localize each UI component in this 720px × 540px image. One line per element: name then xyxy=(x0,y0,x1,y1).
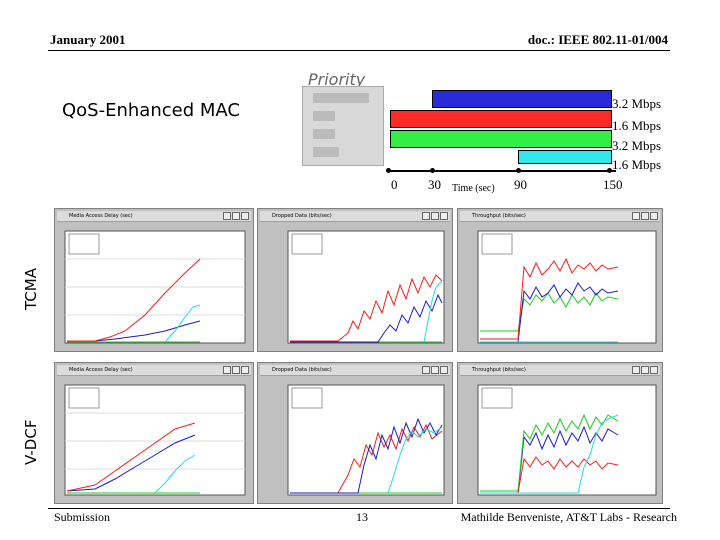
close-button[interactable] xyxy=(440,366,448,374)
close-button[interactable] xyxy=(241,366,249,374)
footer-author: Mathilde Benveniste, AT&T Labs - Researc… xyxy=(460,510,677,524)
tcma-throughput-window[interactable]: Throughput (bits/sec) xyxy=(457,208,663,352)
window-title: Media Access Delay (sec) xyxy=(69,367,133,373)
window-title: Throughput (bits/sec) xyxy=(472,367,526,373)
tcma-throughput-plot xyxy=(477,230,657,344)
maximize-button[interactable] xyxy=(431,366,439,374)
tick-label-0: 0 xyxy=(391,177,398,192)
window-title: Throughput (bits/sec) xyxy=(472,213,526,219)
plot-legend xyxy=(481,387,513,409)
maximize-button[interactable] xyxy=(232,212,240,220)
time-axis-label: Time (sec) xyxy=(452,183,495,194)
tcma-dropped-window[interactable]: Dropped Data (bits/sec) xyxy=(257,208,453,352)
close-button[interactable] xyxy=(440,212,448,220)
window-title: Dropped Data (bits/sec) xyxy=(272,213,332,219)
minimize-button[interactable] xyxy=(422,212,430,220)
priority-bar-3 xyxy=(390,130,612,148)
footer-page-number: 13 xyxy=(356,510,368,524)
rate-label-3: 3.2 Mbps xyxy=(612,138,662,153)
vdcf-dropped-plot xyxy=(287,384,445,496)
rate-label-2: 1.6 Mbps xyxy=(612,118,662,133)
priority-bar-2 xyxy=(390,110,612,128)
rate-label-4: 1.6 Mbps xyxy=(612,157,662,172)
minimize-button[interactable] xyxy=(632,212,640,220)
header-doc-id: doc.: IEEE 802.11-01/004 xyxy=(527,32,668,47)
maximize-button[interactable] xyxy=(641,212,649,220)
plot-legend xyxy=(68,233,100,255)
vdcf-delay-window[interactable]: Media Access Delay (sec) xyxy=(54,362,254,504)
header-rule xyxy=(48,50,670,51)
minimize-button[interactable] xyxy=(632,366,640,374)
footer-rule xyxy=(48,508,670,509)
footer-submission: Submission xyxy=(54,510,111,524)
vdcf-label: V-DCF xyxy=(22,419,40,465)
tick-dot xyxy=(430,168,435,173)
header-date: January 2001 xyxy=(50,32,126,47)
tcma-dropped-plot xyxy=(287,230,445,344)
minimize-button[interactable] xyxy=(223,366,231,374)
slide-title: QoS-Enhanced MAC xyxy=(62,100,240,121)
tick-dot xyxy=(386,168,391,173)
tcma-delay-window[interactable]: Media Access Delay (sec) xyxy=(54,208,254,352)
window-title: Media Access Delay (sec) xyxy=(69,213,133,219)
tick-label-30: 30 xyxy=(428,177,441,192)
maximize-button[interactable] xyxy=(431,212,439,220)
plot-legend xyxy=(291,233,323,255)
vdcf-dropped-window[interactable]: Dropped Data (bits/sec) xyxy=(257,362,453,504)
time-axis xyxy=(388,170,616,172)
priority-label: Priority xyxy=(308,70,366,89)
tick-label-90: 90 xyxy=(514,177,527,192)
tick-dot xyxy=(607,168,612,173)
maximize-button[interactable] xyxy=(641,366,649,374)
rate-label-1: 3.2 Mbps xyxy=(612,96,662,111)
priority-legend-image xyxy=(302,86,384,166)
vdcf-throughput-window[interactable]: Throughput (bits/sec) xyxy=(457,362,663,504)
tcma-label: TCMA xyxy=(22,268,40,310)
priority-bar-1 xyxy=(432,90,612,108)
close-button[interactable] xyxy=(650,212,658,220)
maximize-button[interactable] xyxy=(232,366,240,374)
close-button[interactable] xyxy=(650,366,658,374)
vdcf-throughput-plot xyxy=(477,384,657,496)
minimize-button[interactable] xyxy=(223,212,231,220)
priority-bar-4 xyxy=(518,150,612,164)
plot-legend xyxy=(481,233,513,255)
tick-label-150: 150 xyxy=(603,177,623,192)
tcma-delay-plot xyxy=(64,230,246,344)
close-button[interactable] xyxy=(241,212,249,220)
tick-dot xyxy=(516,168,521,173)
plot-legend xyxy=(291,387,323,409)
window-title: Dropped Data (bits/sec) xyxy=(272,367,332,373)
vdcf-delay-plot xyxy=(64,384,246,496)
minimize-button[interactable] xyxy=(422,366,430,374)
plot-legend xyxy=(68,387,100,409)
